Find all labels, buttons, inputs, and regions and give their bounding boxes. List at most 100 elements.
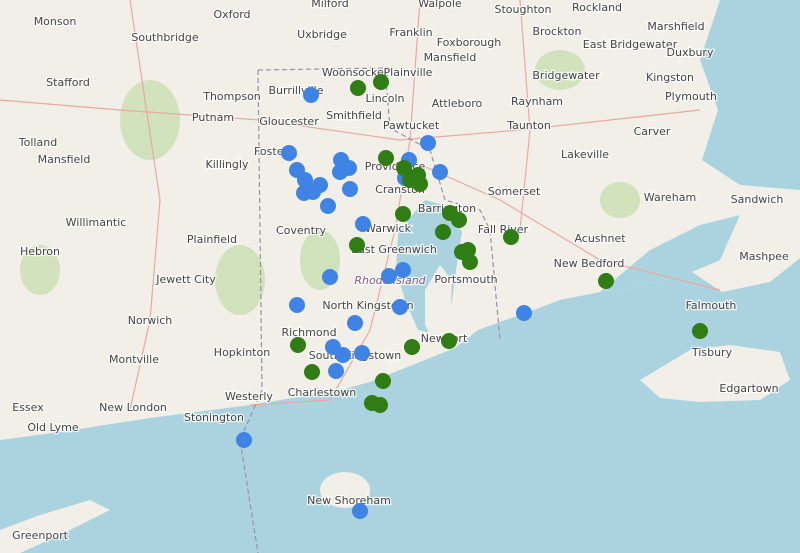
- marker[interactable]: [516, 305, 532, 321]
- place-label: Stoughton: [495, 3, 552, 16]
- place-label: Tolland: [18, 136, 57, 149]
- marker[interactable]: [322, 269, 338, 285]
- marker[interactable]: [462, 254, 478, 270]
- marker[interactable]: [290, 337, 306, 353]
- place-label: Killingly: [206, 158, 249, 171]
- place-label: Warwick: [365, 222, 412, 235]
- long-island: [0, 500, 110, 553]
- place-label: Stafford: [46, 76, 90, 89]
- marthas-vineyard: [640, 345, 790, 402]
- place-label: Portsmouth: [434, 273, 497, 286]
- marker[interactable]: [342, 181, 358, 197]
- place-label: Walpole: [418, 0, 462, 10]
- place-label: Willimantic: [66, 216, 127, 229]
- marker[interactable]: [281, 145, 297, 161]
- place-label: Bridgewater: [532, 69, 600, 82]
- place-labels: Monson Oxford Southbridge Uxbridge Milford Fr…: [11, 0, 790, 543]
- place-label: Duxbury: [667, 46, 714, 59]
- marker[interactable]: [381, 268, 397, 284]
- place-label: Brockton: [533, 25, 582, 38]
- place-label: Southbridge: [131, 31, 198, 44]
- marker[interactable]: [451, 212, 467, 228]
- place-label: Greenport: [12, 529, 69, 542]
- place-label: Wareham: [644, 191, 696, 204]
- island: [425, 265, 452, 345]
- place-label: Carver: [634, 125, 671, 138]
- place-label: Montville: [109, 353, 159, 366]
- marker[interactable]: [503, 229, 519, 245]
- place-label: Charlestown: [288, 386, 357, 399]
- place-label: Marshfield: [647, 20, 704, 33]
- place-label: Tisbury: [691, 346, 733, 359]
- place-label: Smithfield: [326, 109, 382, 122]
- place-label: Oxford: [213, 8, 250, 21]
- place-label: Fall River: [478, 223, 529, 236]
- place-label: Kingston: [646, 71, 694, 84]
- marker[interactable]: [378, 150, 394, 166]
- place-label: Jewett City: [155, 273, 216, 286]
- marker[interactable]: [335, 347, 351, 363]
- marker[interactable]: [304, 364, 320, 380]
- marker[interactable]: [395, 262, 411, 278]
- marker[interactable]: [350, 80, 366, 96]
- marker[interactable]: [236, 432, 252, 448]
- place-label: North Kingstown: [322, 299, 413, 312]
- marker[interactable]: [404, 339, 420, 355]
- place-label: Milford: [311, 0, 349, 10]
- place-label: Essex: [12, 401, 44, 414]
- marker[interactable]: [402, 172, 418, 188]
- place-label: Norwich: [128, 314, 173, 327]
- place-label: Richmond: [281, 326, 336, 339]
- place-label: Acushnet: [574, 232, 626, 245]
- marker[interactable]: [420, 135, 436, 151]
- markers: [236, 74, 708, 519]
- marker[interactable]: [392, 299, 408, 315]
- marker[interactable]: [352, 503, 368, 519]
- roads: [0, 0, 721, 411]
- marker[interactable]: [373, 74, 389, 90]
- place-label: Edgartown: [719, 382, 778, 395]
- marker[interactable]: [395, 206, 411, 222]
- place-label: Hopkinton: [214, 346, 270, 359]
- place-label: Monson: [34, 15, 77, 28]
- place-label: East Bridgewater: [583, 38, 678, 51]
- place-label: Lakeville: [561, 148, 609, 161]
- place-label: Plainfield: [187, 233, 237, 246]
- place-label: Somerset: [488, 185, 541, 198]
- marker[interactable]: [332, 164, 348, 180]
- marker[interactable]: [296, 185, 312, 201]
- place-label: Mansfield: [38, 153, 91, 166]
- place-label: New London: [99, 401, 167, 414]
- place-label: Foxborough: [437, 36, 502, 49]
- place-label: Gloucester: [259, 115, 319, 128]
- place-label: Coventry: [276, 224, 326, 237]
- marker[interactable]: [375, 373, 391, 389]
- place-label: Lincoln: [366, 92, 405, 105]
- marker[interactable]: [432, 164, 448, 180]
- marker[interactable]: [355, 216, 371, 232]
- marker[interactable]: [320, 198, 336, 214]
- place-label: Attleboro: [432, 97, 483, 110]
- marker[interactable]: [289, 297, 305, 313]
- marker[interactable]: [354, 345, 370, 361]
- marker[interactable]: [347, 315, 363, 331]
- marker[interactable]: [303, 87, 319, 103]
- place-label: Plymouth: [665, 90, 717, 103]
- marker[interactable]: [692, 323, 708, 339]
- place-label: Hebron: [20, 245, 60, 258]
- marker[interactable]: [349, 237, 365, 253]
- place-label: Mashpee: [739, 250, 789, 263]
- marker[interactable]: [460, 242, 476, 258]
- marker[interactable]: [435, 224, 451, 240]
- marker[interactable]: [441, 333, 457, 349]
- marker[interactable]: [297, 172, 313, 188]
- marker[interactable]: [328, 363, 344, 379]
- place-label: Pawtucket: [383, 119, 440, 132]
- place-label: Raynham: [511, 95, 563, 108]
- place-label: Franklin: [389, 26, 432, 39]
- marker[interactable]: [598, 273, 614, 289]
- marker[interactable]: [396, 160, 412, 176]
- place-label: Uxbridge: [297, 28, 347, 41]
- marker[interactable]: [372, 397, 388, 413]
